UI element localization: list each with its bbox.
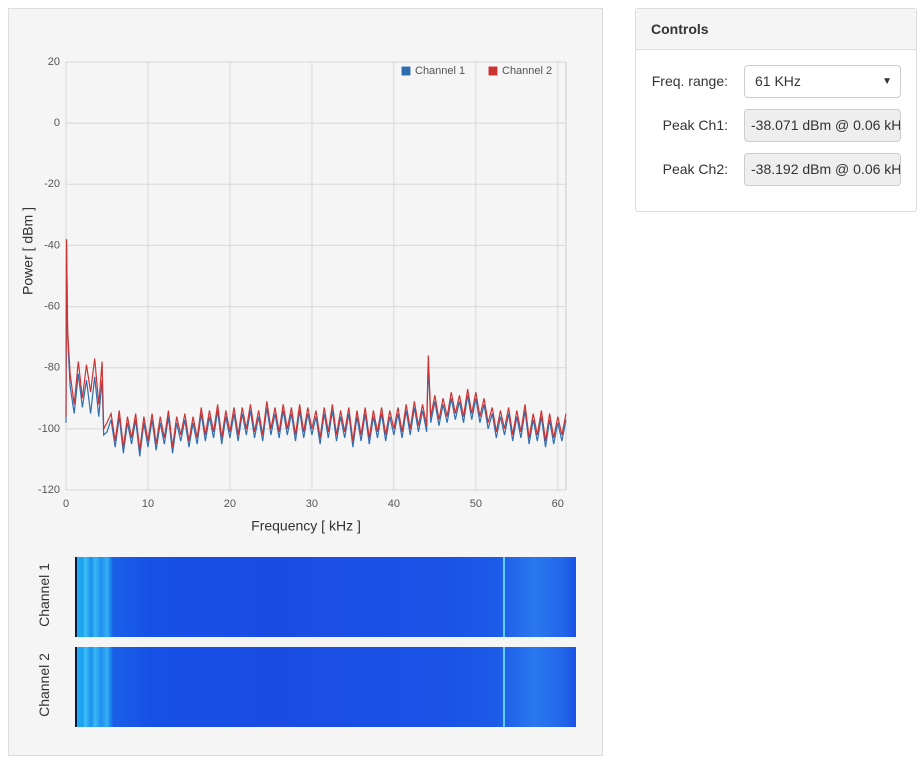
y-tick-label: 0 [54,117,60,129]
freq-range-select[interactable]: 61 KHz ▼ [744,65,901,98]
y-axis-label: Power [ dBm ] [20,207,36,295]
y-tick-label: -60 [44,300,60,312]
x-tick-label: 20 [224,498,236,510]
y-tick-label: -80 [44,362,60,374]
x-axis-label: Frequency [ kHz ] [251,518,361,534]
y-tick-label: -120 [38,484,60,496]
x-tick-label: 60 [552,498,564,510]
x-tick-label: 50 [470,498,482,510]
x-tick-label: 30 [306,498,318,510]
legend-swatch [400,65,412,77]
y-tick-label: 20 [48,56,60,68]
waterfall-label: Channel 2 [36,653,52,717]
plot-area [65,61,567,491]
field-label: Freq. range: [651,73,728,89]
y-tick-label: -20 [44,178,60,190]
panel-title: Controls [636,9,916,50]
field-label: Peak Ch2: [662,161,728,177]
x-tick-label: 10 [142,498,154,510]
caret: ▼ [882,76,892,87]
peak-ch2-field: -38.192 dBm @ 0.06 kHz [744,153,901,186]
y-tick-label: -40 [44,239,60,251]
select-value: 61 KHz [755,73,801,89]
legend-swatch [487,65,499,77]
spectrum-chart: Power [ dBm ] Frequency [ kHz ] -120 -100… [20,56,567,534]
legend-label: Channel 1 [415,65,465,77]
x-tick-label: 0 [63,498,69,510]
x-tick-label: 40 [388,498,400,510]
waterfall-label: Channel 1 [36,563,52,627]
series-line [65,239,567,457]
waterfall-channel-1 [75,557,576,637]
legend-label: Channel 2 [502,65,552,77]
waterfall-channel-2 [75,647,576,727]
peak-ch1-field: -38.071 dBm @ 0.06 kHz [744,109,901,142]
field-label: Peak Ch1: [662,117,728,133]
series-line [65,239,567,451]
controls-panel: Controls Freq. range: 61 KHz ▼ Peak Ch1: … [635,8,917,212]
y-tick-label: -100 [38,423,60,435]
